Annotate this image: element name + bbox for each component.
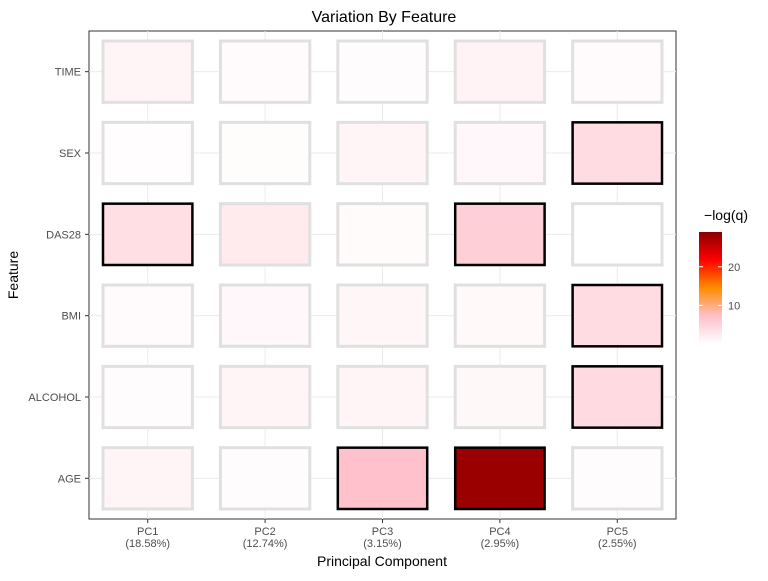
heatmap-cell-das28-pc2 (218, 202, 312, 267)
y-tick-label: ALCOHOL (28, 392, 81, 404)
heatmap-cell-sex-pc1 (101, 120, 194, 186)
x-tick-label: PC2 (254, 526, 275, 538)
y-tick-label: AGE (58, 473, 81, 485)
heatmap-cell-sex-pc2 (218, 120, 312, 186)
y-tick-label: TIME (55, 67, 81, 79)
heatmap-cell-bmi-pc5 (571, 283, 664, 348)
heatmap-cell-age-pc4 (453, 446, 546, 511)
y-axis: TIME SEX DAS28 BMI ALCOHOL AGE (28, 67, 89, 485)
heatmap-cell-time-pc3 (336, 39, 429, 104)
heatmap-cell-time-pc1 (101, 39, 194, 104)
x-tick-label: PC3 (372, 526, 393, 538)
heatmap-cell-alcohol-pc2 (218, 364, 312, 430)
y-tick-label: SEX (59, 148, 82, 160)
heatmap-cell-bmi-pc3 (336, 283, 429, 348)
x-axis-title: Principal Component (317, 553, 447, 569)
chart-title: Variation By Feature (312, 9, 457, 26)
heatmap-cell-alcohol-pc3 (336, 364, 429, 430)
heatmap-cell-bmi-pc1 (101, 283, 194, 348)
y-tick-label: BMI (61, 311, 81, 323)
heatmap-cell-bmi-pc2 (218, 283, 312, 348)
heatmap-cell-das28-pc1 (101, 202, 194, 267)
x-tick-variance-label: (2.55%) (598, 538, 637, 550)
y-tick-label: DAS28 (46, 229, 81, 241)
heatmap-cell-age-pc1 (101, 446, 194, 511)
x-tick-label: PC1 (137, 526, 158, 538)
legend-colorbar (699, 232, 722, 344)
x-tick-label: PC4 (489, 526, 510, 538)
heatmap-cell-age-pc2 (218, 446, 312, 511)
heatmap-tiles (101, 39, 664, 511)
heatmap-cell-sex-pc5 (571, 121, 664, 185)
legend-tick-label: 10 (728, 300, 740, 312)
heatmap-cell-time-pc4 (453, 39, 547, 104)
heatmap-cell-alcohol-pc4 (453, 364, 547, 430)
x-tick-variance-label: (12.74%) (243, 538, 288, 550)
x-tick-variance-label: (3.15%) (363, 538, 402, 550)
heatmap-cell-age-pc3 (336, 446, 429, 511)
heatmap-cell-alcohol-pc5 (571, 365, 664, 429)
heatmap-cell-time-pc5 (571, 39, 664, 104)
heatmap-cell-sex-pc4 (453, 120, 547, 186)
legend-ticks: 10 20 (699, 262, 740, 312)
x-tick-variance-label: (18.58%) (125, 538, 170, 550)
x-tick-variance-label: (2.95%) (481, 538, 520, 550)
legend-tick-label: 20 (728, 262, 740, 274)
legend-title: −log(q) (704, 207, 748, 223)
heatmap-cell-time-pc2 (218, 39, 312, 104)
x-tick-label: PC5 (607, 526, 628, 538)
heatmap-cell-das28-pc3 (336, 202, 429, 267)
heatmap-cell-age-pc5 (571, 446, 664, 511)
heatmap-cell-bmi-pc4 (453, 283, 547, 348)
heatmap-cell-alcohol-pc1 (101, 364, 194, 430)
heatmap-cell-das28-pc5 (571, 202, 664, 267)
heatmap-cell-das28-pc4 (453, 202, 546, 267)
legend: −log(q) 10 20 (699, 207, 748, 344)
y-axis-title: Feature (5, 251, 21, 299)
x-axis: PC1(18.58%) PC2(12.74%) PC3(3.15%) PC4(2.95… (125, 519, 637, 550)
heatmap-cell-sex-pc3 (336, 120, 429, 186)
